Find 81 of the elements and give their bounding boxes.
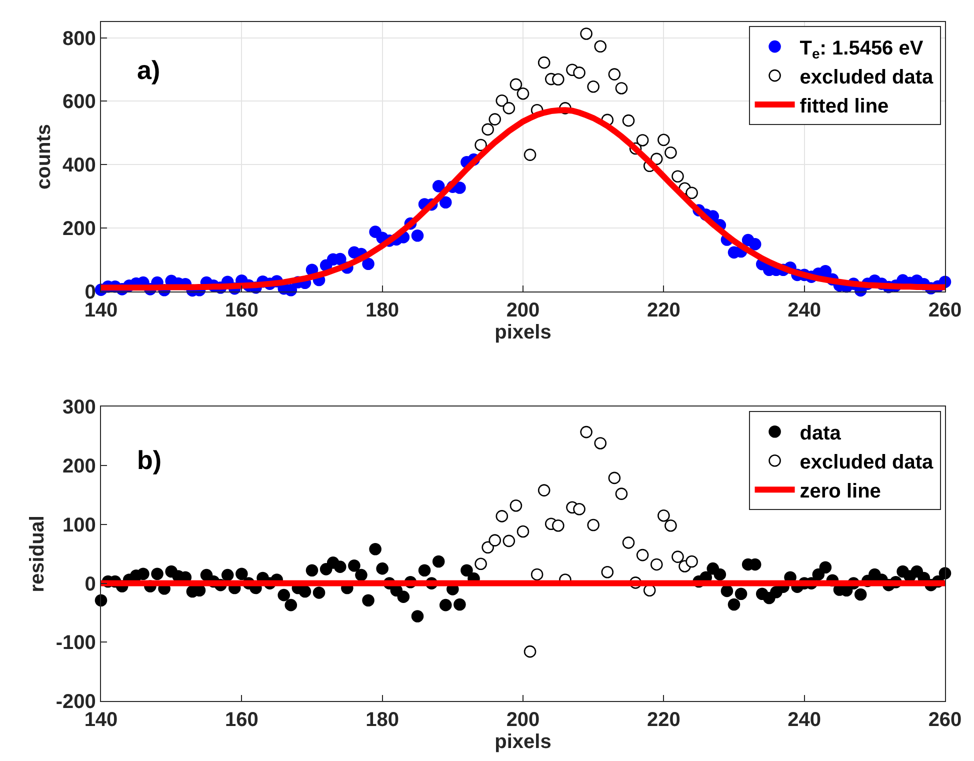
x-tick-label: 180 (366, 300, 400, 322)
point (664, 146, 677, 159)
point (474, 138, 487, 152)
y-tick-label: 0 (84, 573, 96, 596)
point (580, 426, 592, 438)
point (658, 134, 670, 146)
point (524, 148, 536, 161)
point (488, 534, 502, 546)
x-tick-label: 180 (366, 709, 400, 732)
point (672, 550, 684, 563)
point (510, 78, 522, 91)
x-tick-label: 240 (788, 300, 822, 322)
x-tick-label: 220 (646, 300, 680, 322)
x-tick-label: 160 (224, 709, 258, 732)
point (622, 536, 635, 549)
point (658, 509, 670, 522)
point (538, 56, 550, 69)
point (594, 40, 607, 53)
point (636, 134, 649, 146)
point (615, 82, 628, 94)
y-axis-title: counts (33, 124, 56, 190)
x-axis-title: pixels (494, 731, 552, 754)
y-tick-label: 800 (62, 28, 96, 50)
y-tick-label: 200 (62, 218, 96, 240)
point (496, 94, 508, 107)
point (686, 186, 698, 199)
point (594, 437, 607, 450)
legend-label: excluded data (800, 66, 934, 88)
point (587, 518, 600, 532)
x-tick-label: 220 (646, 709, 680, 732)
point (474, 558, 487, 570)
point (587, 80, 600, 93)
annotation: a) (137, 55, 160, 85)
x-tick-label: 240 (788, 709, 822, 732)
legend-label: excluded data (800, 451, 934, 474)
y-tick-label: 400 (62, 154, 96, 177)
y-tick-label: 200 (62, 456, 96, 478)
annotation: b) (137, 445, 162, 475)
y-tick-label: 600 (62, 91, 96, 114)
x-tick-label: 200 (506, 300, 540, 322)
point (496, 510, 508, 522)
point (636, 548, 649, 562)
x-tick-label: 200 (506, 709, 540, 732)
point (672, 170, 684, 183)
point (601, 566, 614, 578)
point (608, 472, 621, 484)
point (510, 499, 522, 512)
x-axis-title: pixels (494, 322, 552, 344)
point (650, 152, 663, 166)
point (615, 488, 628, 500)
point (686, 555, 698, 568)
y-axis-title: residual (26, 516, 48, 592)
legend-label: zero line (800, 480, 881, 502)
point (608, 68, 621, 80)
point (664, 519, 677, 532)
legend-label: fitted line (800, 95, 889, 118)
point (580, 28, 592, 40)
point (530, 568, 544, 581)
y-tick-label: 300 (62, 396, 96, 419)
point (552, 73, 564, 86)
point (552, 519, 564, 532)
point (488, 113, 502, 126)
point (622, 114, 635, 127)
point (502, 102, 516, 114)
x-tick-label: 260 (928, 709, 962, 732)
point (502, 534, 516, 548)
point (573, 502, 586, 516)
point (573, 66, 586, 79)
point (538, 484, 550, 496)
point (482, 123, 494, 136)
legend-label: T$_{e}$: 1.5456 eV (800, 37, 924, 62)
point (524, 645, 536, 658)
point (516, 87, 530, 100)
y-tick-label: 100 (62, 514, 96, 536)
y-tick-label: -100 (56, 632, 96, 654)
point (482, 541, 494, 554)
legend-label: data (800, 422, 842, 444)
x-tick-label: 260 (928, 300, 962, 322)
point (516, 525, 530, 538)
point (650, 558, 663, 571)
x-tick-label: 160 (224, 300, 258, 322)
